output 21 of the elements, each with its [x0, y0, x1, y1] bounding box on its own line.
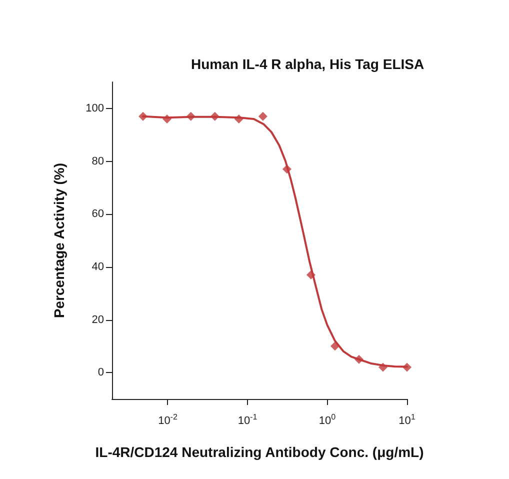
- y-tick-label: 20: [92, 314, 104, 326]
- point: [402, 362, 412, 372]
- point: [378, 362, 388, 372]
- y-tick-label: 80: [92, 155, 104, 168]
- point: [186, 112, 196, 121]
- point: [258, 112, 268, 121]
- point: [354, 354, 364, 364]
- y-tick-label: 0: [98, 366, 104, 379]
- point: [234, 114, 244, 124]
- y-tick-label: 100: [86, 102, 104, 114]
- point: [306, 270, 316, 280]
- point: [282, 164, 292, 174]
- y-tick-label: 60: [92, 208, 104, 220]
- point: [162, 114, 172, 124]
- point: [138, 112, 148, 121]
- y-axis-title: Percentage Activity (%): [51, 162, 67, 318]
- y-tick-label: 40: [92, 260, 104, 273]
- point: [210, 112, 220, 121]
- x-axis-title: IL-4R/CD124 Neutralizing Antibody Conc. (μg/mL): [95, 444, 424, 460]
- point: [330, 342, 340, 351]
- chart-title: Human IL-4 R alpha, His Tag ELISA: [191, 56, 424, 72]
